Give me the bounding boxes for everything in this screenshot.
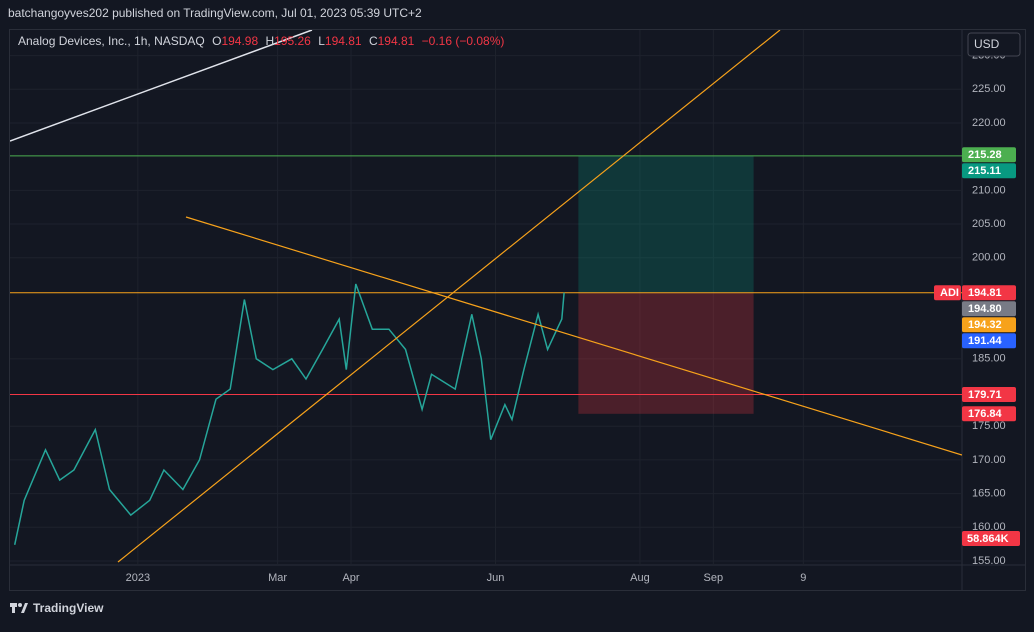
y-tick-label: 205.00: [972, 218, 1006, 230]
price-tag: [962, 285, 1016, 301]
x-tick-label: Aug: [630, 572, 650, 584]
price-tag-label: 194.81: [968, 287, 1002, 299]
legend-letter: H: [265, 34, 274, 48]
y-tick-label: 220.00: [972, 117, 1006, 129]
price-tag-label: 179.71: [968, 389, 1002, 401]
legend-change: −0.16 (−0.08%): [422, 34, 505, 48]
price-tag: [962, 163, 1016, 179]
legend-value: 194.81: [378, 34, 415, 48]
price-tag: [962, 333, 1016, 349]
footer-brand: TradingView: [33, 601, 104, 615]
y-tick-label: 165.00: [972, 487, 1006, 499]
logo: [10, 603, 28, 613]
legend: Analog Devices, Inc., 1h, NASDAQ O194.98…: [18, 34, 504, 48]
position-tool: [10, 155, 962, 414]
x-tick-label: Sep: [704, 572, 724, 584]
legend-letter: C: [369, 34, 378, 48]
trend-line: [185, 216, 962, 456]
legend-value: 194.81: [325, 34, 362, 48]
y-tick-label: 160.00: [972, 521, 1006, 533]
price-tag-label: 194.80: [968, 303, 1002, 315]
frame: [9, 29, 1026, 591]
y-tick-label: 155.00: [972, 555, 1006, 567]
y-tick-label: 200.00: [972, 252, 1006, 264]
y-tick-label: 210.00: [972, 184, 1006, 196]
trend-line: [117, 30, 781, 563]
loss-zone: [578, 292, 754, 414]
price-tag: [962, 386, 1016, 402]
price-tag-label: 215.11: [968, 165, 1001, 177]
x-tick-label: 9: [800, 572, 806, 584]
y-tick-label: 185.00: [972, 353, 1006, 365]
y-tick-label: 225.00: [972, 83, 1006, 95]
x-tick-label: 2023: [126, 572, 150, 584]
legend-value: 194.98: [221, 34, 258, 48]
currency-button[interactable]: [967, 32, 1021, 57]
volume-tag: [962, 531, 1020, 546]
trend-line: [10, 30, 313, 142]
x-tick-label: Mar: [268, 572, 287, 584]
price-tags: 215.28 215.11 194.81 ADI 194.80 194.32 191.44 1…: [934, 147, 1020, 546]
price-tag-label: 194.32: [968, 319, 1002, 331]
legend-letter: O: [212, 34, 221, 48]
currency-label: USD: [974, 37, 1000, 51]
symbol-tag: [934, 285, 961, 301]
symbol-tag-label: ADI: [940, 287, 959, 299]
profit-zone: [578, 155, 754, 293]
series-layer: [13, 283, 565, 545]
grid: [10, 30, 962, 565]
price-tag: [962, 147, 1016, 163]
x-tick-label: Apr: [342, 572, 359, 584]
price-line: [13, 283, 565, 545]
y-tick-label: 175.00: [972, 420, 1006, 432]
legend-title: Analog Devices, Inc., 1h, NASDAQ: [18, 34, 205, 48]
x-tick-label: Jun: [487, 572, 505, 584]
price-tag-label: 191.44: [968, 335, 1003, 347]
legend-letter: L: [318, 34, 325, 48]
price-tag-label: 176.84: [968, 408, 1003, 420]
volume-tag-label: 58.864K: [967, 533, 1009, 545]
price-tag: [962, 406, 1016, 422]
publisher: batchangoyves202 published on TradingVie…: [8, 6, 422, 20]
price-tag: [962, 301, 1016, 317]
legend-value: 195.26: [274, 34, 311, 48]
y-tick-label: 170.00: [972, 454, 1006, 466]
price-tag: [962, 317, 1016, 333]
price-tag-label: 215.28: [968, 149, 1002, 161]
drawings: [10, 30, 962, 563]
